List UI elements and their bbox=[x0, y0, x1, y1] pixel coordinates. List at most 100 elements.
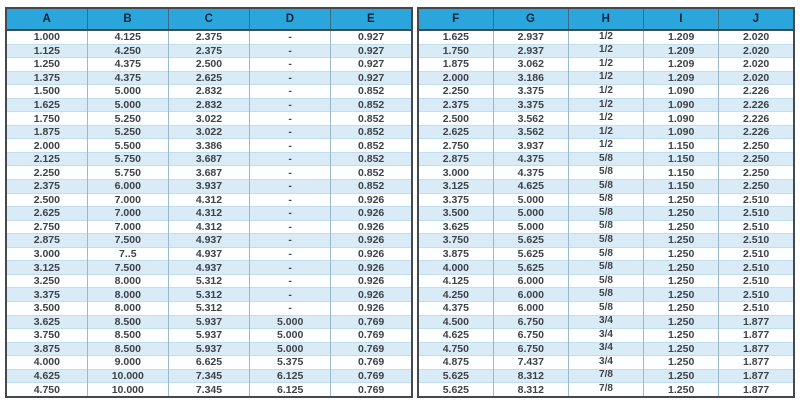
table-cell: 4.000 bbox=[6, 355, 88, 370]
table-cell: 4.750 bbox=[418, 341, 494, 356]
table-row: 5.625 8.312 7/8 1.250 1.877 bbox=[418, 368, 794, 383]
table-cell: 1/2 bbox=[567, 57, 644, 72]
table-cell: 1/2 bbox=[567, 97, 644, 112]
table-cell: 2.250 bbox=[718, 138, 794, 153]
table-cell: 0.927 bbox=[330, 43, 412, 58]
table-cell: 2.750 bbox=[6, 219, 88, 234]
table-cell: 5.625 bbox=[418, 382, 494, 397]
fraction-value: 5/8 bbox=[599, 247, 613, 259]
table-cell: 2.226 bbox=[718, 124, 794, 139]
table-cell: 0.926 bbox=[330, 219, 412, 234]
table-cell: 7..5 bbox=[86, 246, 169, 261]
table-cell: 3.625 bbox=[6, 314, 88, 329]
table-cell: 3.125 bbox=[418, 179, 494, 194]
table-cell: 1.150 bbox=[643, 179, 719, 194]
table-cell: 2.020 bbox=[718, 30, 794, 45]
column-header-c: C bbox=[167, 8, 250, 31]
table-cell: 2.510 bbox=[718, 219, 794, 234]
table-cell: 1.750 bbox=[418, 43, 494, 58]
table-cell: 3.937 bbox=[492, 138, 569, 153]
table-row: 3.250 8.000 5.312-0.926 bbox=[6, 273, 412, 288]
table-cell: 8.000 bbox=[86, 287, 169, 302]
table-cell: 4.625 bbox=[492, 179, 569, 194]
table-cell: 1/2 bbox=[567, 43, 644, 58]
table-cell: 3/4 bbox=[567, 328, 644, 343]
table-cell: 0.852 bbox=[330, 97, 412, 112]
table-cell: 0.926 bbox=[330, 192, 412, 207]
table-cell: 2.510 bbox=[718, 233, 794, 248]
table-cell: 3.062 bbox=[492, 57, 569, 72]
table-cell: 1.875 bbox=[418, 57, 494, 72]
table-cell: 1.090 bbox=[643, 97, 719, 112]
table-cell: 6.125 bbox=[249, 382, 331, 397]
table-cell: 2.875 bbox=[418, 151, 494, 166]
table-cell: 2.250 bbox=[6, 165, 88, 180]
table-cell: 4.875 bbox=[418, 355, 494, 370]
table-cell: 1/2 bbox=[567, 124, 644, 139]
table-cell: 4.250 bbox=[86, 43, 169, 58]
column-header-h: H bbox=[567, 8, 644, 31]
table-cell: 3/4 bbox=[567, 355, 644, 370]
table-row: 3.375 5.000 5/8 1.250 2.510 bbox=[418, 192, 794, 207]
fraction-value: 1/2 bbox=[599, 139, 613, 151]
table-cell: 1.250 bbox=[643, 355, 719, 370]
table-cell: 3.386 bbox=[167, 138, 250, 153]
table-cell: 5/8 bbox=[567, 206, 644, 221]
table-row: 2.125 5.750 3.687-0.852 bbox=[6, 151, 412, 166]
table-cell: 5.937 bbox=[167, 341, 250, 356]
table-cell: 1.250 bbox=[643, 219, 719, 234]
table-cell: - bbox=[249, 57, 331, 72]
table-cell: 2.250 bbox=[418, 84, 494, 99]
fraction-value: 5/8 bbox=[599, 220, 613, 232]
table-cell: 5.000 bbox=[249, 314, 331, 329]
table-cell: 4.500 bbox=[418, 314, 494, 329]
table-cell: 5.625 bbox=[492, 260, 569, 275]
table-cell: 7.437 bbox=[492, 355, 569, 370]
table-cell: 3.000 bbox=[418, 165, 494, 180]
table-row: 3.500 8.000 5.312-0.926 bbox=[6, 300, 412, 315]
table-cell: 5/8 bbox=[567, 273, 644, 288]
table-row: 2.250 5.750 3.687-0.852 bbox=[6, 165, 412, 180]
table-cell: 5/8 bbox=[567, 179, 644, 194]
table-cell: 6.750 bbox=[492, 328, 569, 343]
table-cell: 4.375 bbox=[492, 151, 569, 166]
table-cell: 2.510 bbox=[718, 287, 794, 302]
table-cell: 4.312 bbox=[167, 206, 250, 221]
table-cell: 2.875 bbox=[6, 233, 88, 248]
table-cell: - bbox=[249, 246, 331, 261]
table-cell: 5.937 bbox=[167, 328, 250, 343]
table-cell: 5.312 bbox=[167, 300, 250, 315]
table-row: 3.625 8.500 5.937 5.000 0.769 bbox=[6, 314, 412, 329]
table-cell: 6.000 bbox=[86, 179, 169, 194]
table-row: 2.375 3.375 1/2 1.090 2.226 bbox=[418, 97, 794, 112]
table-cell: - bbox=[249, 138, 331, 153]
table-cell: 0.852 bbox=[330, 111, 412, 126]
table-cell: - bbox=[249, 30, 331, 45]
table-cell: 3.125 bbox=[6, 260, 88, 275]
table-cell: 2.500 bbox=[418, 111, 494, 126]
table-cell: 0.769 bbox=[330, 341, 412, 356]
table-cell: - bbox=[249, 287, 331, 302]
table-cell: 4.375 bbox=[492, 165, 569, 180]
fraction-value: 5/8 bbox=[599, 179, 613, 191]
table-cell: 7/8 bbox=[567, 382, 644, 397]
table-row: 3.875 8.500 5.937 5.000 0.769 bbox=[6, 341, 412, 356]
table-cell: 1.250 bbox=[643, 341, 719, 356]
table-cell: 5.625 bbox=[492, 233, 569, 248]
table-cell: 3.250 bbox=[6, 273, 88, 288]
table-cell: 4.625 bbox=[418, 328, 494, 343]
table-cell: 2.510 bbox=[718, 206, 794, 221]
table-cell: 7.345 bbox=[167, 368, 250, 383]
table-row: 2.000 3.186 1/2 1.209 2.020 bbox=[418, 70, 794, 85]
table-row: 3.875 5.625 5/8 1.250 2.510 bbox=[418, 246, 794, 261]
table-cell: 2.226 bbox=[718, 84, 794, 99]
table-cell: 5.250 bbox=[86, 111, 169, 126]
table-row: 1.000 4.125 2.375-0.927 bbox=[6, 30, 412, 45]
table-cell: 5.937 bbox=[167, 314, 250, 329]
fraction-value: 3/4 bbox=[599, 355, 613, 367]
table-cell: 4.625 bbox=[6, 368, 88, 383]
table-cell: 3.375 bbox=[492, 84, 569, 99]
